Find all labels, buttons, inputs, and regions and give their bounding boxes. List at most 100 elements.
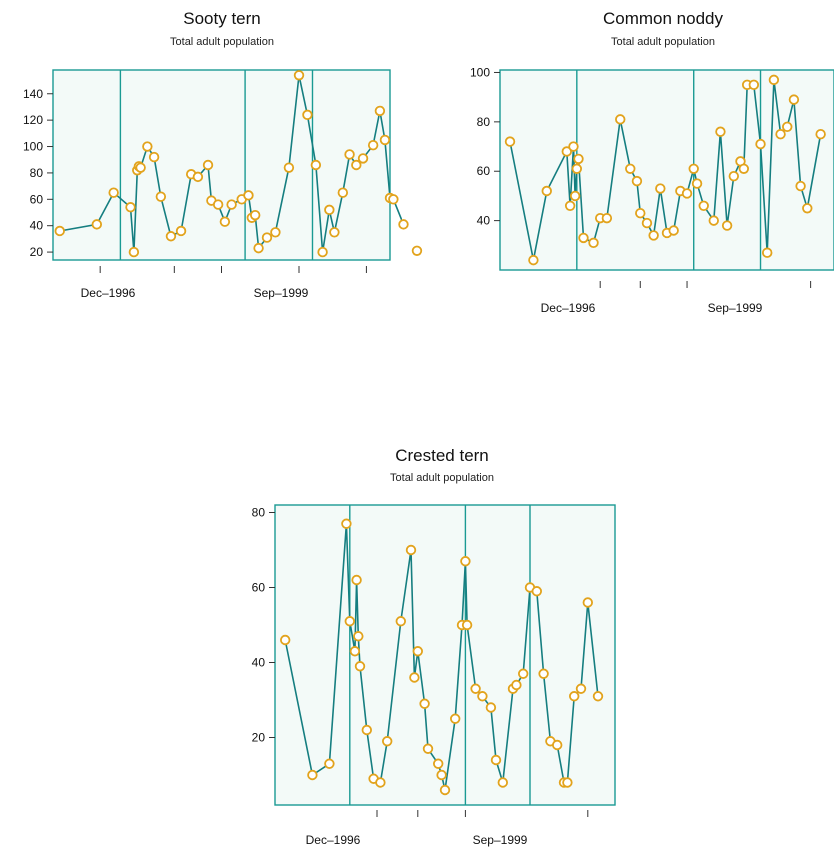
data-point [226,199,237,210]
data-point [283,162,295,173]
data-point [135,162,146,173]
data-point [795,180,806,192]
data-point [125,202,136,213]
data-point [337,187,349,198]
y-tick-label: 80 [252,506,266,520]
data-point [655,183,666,194]
data-point [631,175,643,187]
chart-title: Sooty tern [183,9,261,28]
y-tick-label: 60 [30,192,44,206]
data-point [324,204,335,216]
data-point [419,698,430,709]
data-point [561,146,573,157]
data-point [504,136,516,147]
data-point [668,225,679,236]
data-point [108,187,119,198]
data-point [518,668,529,679]
data-point [344,616,356,627]
data-point [768,74,780,86]
data-point [212,199,224,210]
y-tick-label: 20 [252,731,266,745]
x-tick-label: Dec–1996 [81,286,136,300]
data-point [412,646,424,657]
y-tick-label: 140 [23,87,43,101]
chart-title: Common noddy [603,9,724,28]
data-point [573,153,584,165]
plot-area: 40 60 80 100 Dec–1996 Sep–1999 [470,65,834,315]
data-point [588,237,599,249]
data-point [192,171,204,183]
data-point [802,203,813,214]
y-tick-label: 100 [23,140,43,154]
data-point [344,149,355,160]
data-point [361,724,373,736]
data-point [601,212,613,224]
data-point [615,114,626,125]
chart-common-noddy: Common noddy Total adult population 40 60… [470,9,834,315]
data-point [128,246,140,258]
data-point [755,138,766,150]
data-point [351,574,362,586]
data-point [782,121,793,132]
chart-subtitle: Total adult population [170,36,274,48]
y-tick-label: 100 [470,65,490,79]
x-tick-label: Dec–1996 [306,833,361,847]
data-point [552,739,563,751]
data-point [411,245,423,256]
data-point [641,217,653,229]
plot-area: 20 40 60 80 Dec–1996 Sep–1999 [252,504,616,847]
data-point [541,185,552,197]
data-point [578,232,589,244]
data-point [324,758,335,769]
data-point [511,679,522,691]
x-tick-label: Sep–1999 [254,286,309,300]
data-point [738,163,750,174]
x-tick-label: Sep–1999 [708,301,763,315]
data-point [261,232,273,243]
data-point [329,227,340,238]
data-point [569,691,580,702]
data-point [775,128,786,140]
data-point [175,225,187,237]
data-point [681,188,693,199]
y-tick-label: 20 [30,245,44,259]
data-point [165,231,177,242]
chart-subtitle: Total adult population [390,472,494,484]
data-point [202,159,214,171]
data-point [568,141,579,152]
data-point [477,691,488,702]
data-point [142,141,153,152]
x-tick-label: Dec–1996 [541,301,596,315]
data-point [409,672,420,683]
data-point [625,163,636,174]
data-point [293,70,305,81]
y-tick-label: 60 [477,164,491,178]
y-tick-label: 120 [23,113,43,127]
data-point [341,518,352,529]
data-point [367,140,379,151]
data-point [564,200,576,212]
data-point [351,159,362,171]
chart-sooty-tern: Sooty tern Total adult population 20 40 60… [23,9,423,300]
data-point [357,153,369,164]
data-point [253,242,264,254]
data-point [395,616,407,627]
data-point [148,151,160,163]
data-point [788,94,800,105]
data-point [354,661,366,672]
data-point [571,163,583,174]
data-point [436,769,447,781]
data-point [270,227,281,238]
data-point [531,586,543,597]
data-point [538,668,549,679]
data-point [497,777,509,788]
y-tick-label: 60 [252,581,266,595]
y-tick-label: 80 [477,115,491,129]
data-point [461,619,473,631]
data-point [569,190,581,202]
data-point [349,646,361,657]
data-point [54,225,65,237]
data-point [691,178,703,189]
data-point [302,109,313,121]
